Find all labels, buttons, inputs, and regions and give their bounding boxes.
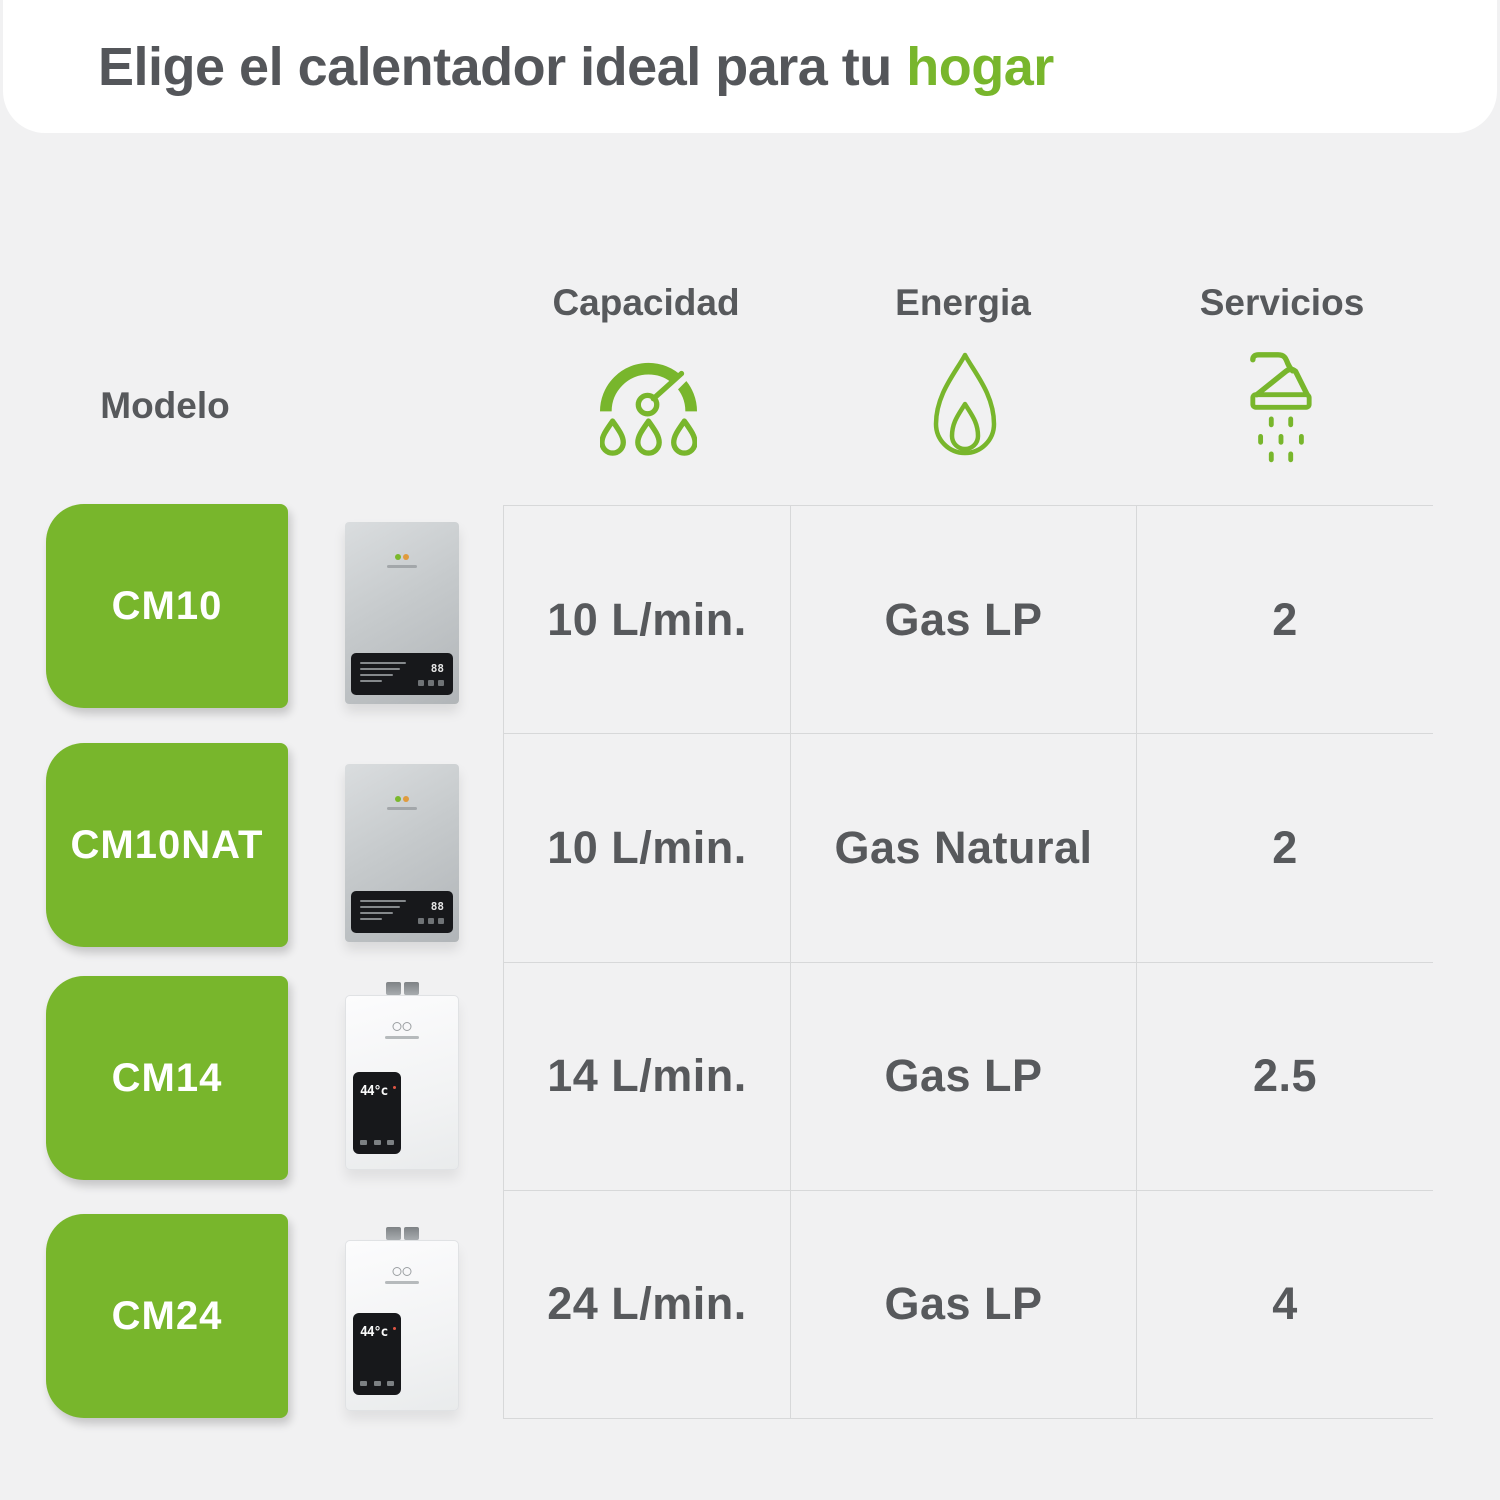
brand-wordmark [387,807,417,810]
silver-heater-illustration: 88 [345,522,459,704]
model-column-header: Modelo [100,385,230,426]
control-panel: 44°c [353,1072,401,1154]
page-title: Elige el calentador ideal para tu hogar [98,36,1054,98]
capacity-cell-row-3: 24 L/min. [504,1190,791,1419]
temperature-display: 44°c [360,1325,388,1340]
white-heater-illustration: 44°c [345,1227,459,1411]
brand-wordmark [385,1036,419,1039]
services-cell-row-0: 2 [1137,506,1433,735]
column-header-0: Capacidad [552,282,740,323]
control-panel: 44°c [353,1313,401,1395]
label-lines [360,662,406,682]
model-name: CM14 [111,1055,223,1100]
page-title-highlight: hogar [906,36,1054,97]
model-name: CM10NAT [70,822,264,867]
column-header-2: Servicios [1199,282,1365,323]
product-image-row-0: 88 88 [345,522,459,704]
panel-buttons [418,918,444,924]
brand-wordmark [385,1281,419,1284]
product-image-row-2: 44°c 44°c [345,982,459,1170]
gauge-water-drops-icon [600,359,697,456]
temperature-display: 88 [430,662,444,675]
services-cell-row-3: 4 [1137,1191,1433,1419]
white-heater-illustration: 44°c [345,982,459,1170]
model-badge-row-3: CM24 [46,1214,288,1418]
shower-icon [1247,350,1315,467]
energy-cell-row-2: Gas LP [791,962,1137,1191]
control-panel: 88 [351,891,453,933]
services-cell-row-2: 2.5 [1137,963,1433,1191]
energy-cell-row-3: Gas LP [791,1190,1137,1419]
temperature-display: 88 [430,900,444,913]
capacity-cell-row-2: 14 L/min. [504,962,791,1191]
energy-cell-row-0: Gas LP [791,506,1137,735]
capacity-cell-row-1: 10 L/min. [504,734,791,963]
energy-cell-row-1: Gas Natural [791,734,1137,963]
panel-buttons [360,1381,394,1386]
model-badge-row-1: CM10NAT [46,743,288,947]
comparison-table: 10 L/min. Gas LP 2 10 L/min. Gas Natural… [503,505,1433,1419]
header-card: Elige el calentador ideal para tu hogar [3,0,1497,133]
model-name: CM24 [111,1293,223,1338]
flue-pipes [345,982,459,995]
column-header-1: Energia [895,282,1031,323]
capacity-cell-row-0: 10 L/min. [504,506,791,735]
services-cell-row-1: 2 [1137,734,1433,963]
model-name: CM10 [111,583,223,628]
brand-wordmark [387,565,417,568]
flue-pipes [345,1227,459,1240]
label-lines [360,900,406,920]
panel-buttons [418,680,444,686]
silver-heater-illustration: 88 [345,764,459,942]
page-title-text: Elige el calentador ideal para tu [98,36,892,97]
model-badge-row-2: CM14 [46,976,288,1180]
brand-logo [395,796,409,802]
product-image-row-3: 44°c 44°c [345,1227,459,1411]
temperature-display: 44°c [360,1084,388,1099]
brand-logo [392,1267,412,1276]
model-badge-row-0: CM10 [46,504,288,708]
brand-logo [392,1022,412,1031]
brand-logo [395,554,409,560]
flame-icon [928,352,1002,456]
panel-buttons [360,1140,394,1145]
product-image-row-1: 88 88 [345,764,459,942]
control-panel: 88 [351,653,453,695]
